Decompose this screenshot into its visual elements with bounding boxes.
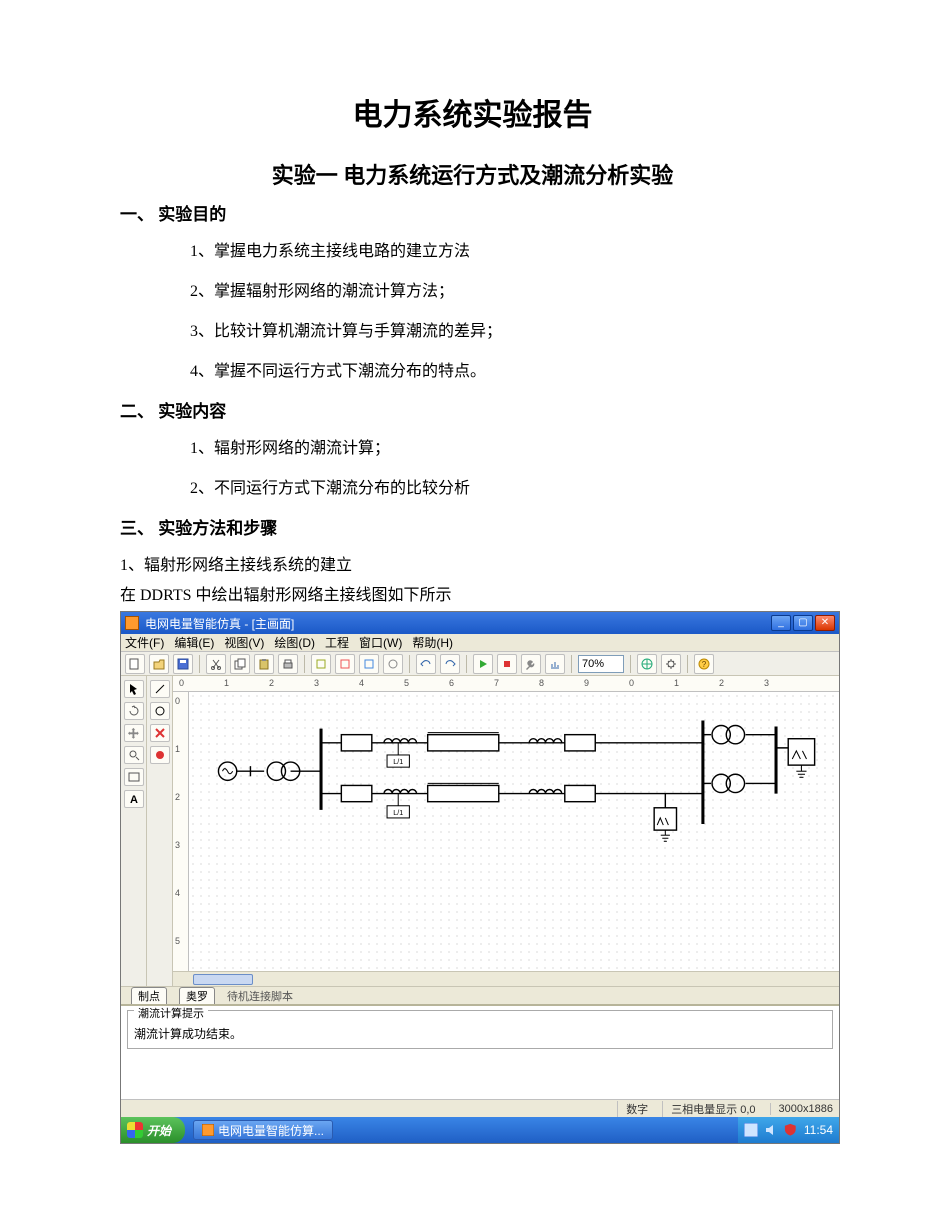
sec1-item-3: 3、比较计算机潮流计算与手算潮流的差异； xyxy=(190,317,825,341)
output-legend: 潮流计算提示 xyxy=(134,1008,208,1020)
menu-draw[interactable]: 绘图(D) xyxy=(274,634,315,651)
menu-file[interactable]: 文件(F) xyxy=(125,634,164,651)
tray-clock: 11:54 xyxy=(804,1123,833,1137)
tool-b4-icon[interactable] xyxy=(383,654,403,674)
circle-tool-icon[interactable] xyxy=(150,702,170,720)
section-2-head: 二、 实验内容 xyxy=(120,397,825,422)
window-titlebar[interactable]: 电网电量智能仿真 - [主画面] _ ▢ ✕ xyxy=(121,612,839,634)
canvas-shell: 01234567890123 012345 L/1 L/1 xyxy=(173,676,839,986)
menu-help[interactable]: 帮助(H) xyxy=(412,634,453,651)
stop-icon[interactable] xyxy=(497,654,517,674)
status-mode: 三相电量显示 0,0 xyxy=(662,1101,755,1117)
tab-1[interactable]: 制点 xyxy=(131,987,167,1004)
scrollbar-thumb[interactable] xyxy=(193,974,253,985)
open-icon[interactable] xyxy=(149,654,169,674)
tab-3[interactable]: 待机连接脚本 xyxy=(227,988,293,1004)
start-label: 开始 xyxy=(147,1122,171,1139)
ruler-vertical: 012345 xyxy=(173,692,189,971)
svg-text:A: A xyxy=(130,794,138,805)
menu-edit[interactable]: 编辑(E) xyxy=(174,634,214,651)
tray-net-icon[interactable] xyxy=(744,1123,758,1137)
task-label: 电网电量智能仿算... xyxy=(218,1122,324,1139)
sec1-item-2: 2、掌握辐射形网络的潮流计算方法； xyxy=(190,277,825,301)
undo-icon[interactable] xyxy=(416,654,436,674)
tool-b1-icon[interactable] xyxy=(311,654,331,674)
doc-subtitle: 实验一 电力系统运行方式及潮流分析实验 xyxy=(120,158,825,190)
sec2-item-2: 2、不同运行方式下潮流分布的比较分析 xyxy=(190,474,825,498)
zoom-combo[interactable]: 70% xyxy=(578,655,624,673)
left-tool-strip: A xyxy=(121,676,147,986)
copy-icon[interactable] xyxy=(230,654,250,674)
system-tray[interactable]: 11:54 xyxy=(738,1117,839,1143)
print-icon[interactable] xyxy=(278,654,298,674)
delete-icon[interactable] xyxy=(150,724,170,742)
status-numlock: 数字 xyxy=(617,1101,648,1117)
new-icon[interactable] xyxy=(125,654,145,674)
taskbar: 开始 电网电量智能仿算... 11:54 xyxy=(121,1117,839,1143)
bottom-tabs: 制点 奥罗 待机连接脚本 xyxy=(121,986,839,1004)
close-button[interactable]: ✕ xyxy=(815,615,835,631)
tool-b2-icon[interactable] xyxy=(335,654,355,674)
screenshot: 电网电量智能仿真 - [主画面] _ ▢ ✕ 文件(F) 编辑(E) 视图(V)… xyxy=(120,611,840,1144)
start-button[interactable]: 开始 xyxy=(121,1117,185,1143)
line-tool-icon[interactable] xyxy=(150,680,170,698)
ruler-horizontal: 01234567890123 xyxy=(173,676,839,692)
sec1-item-1: 1、掌握电力系统主接线电路的建立方法 xyxy=(190,237,825,261)
body-line-1: 1、辐射形网络主接线系统的建立 xyxy=(120,551,825,575)
pan-icon[interactable] xyxy=(124,724,144,742)
menu-bar: 文件(F) 编辑(E) 视图(V) 绘图(D) 工程 窗口(W) 帮助(H) xyxy=(121,634,839,652)
rect-tool-icon[interactable] xyxy=(124,768,144,786)
app-icon xyxy=(125,616,139,630)
task-app-icon xyxy=(202,1124,214,1136)
svg-text:?: ? xyxy=(702,660,707,669)
cut-icon[interactable] xyxy=(206,654,226,674)
taskbar-item-1[interactable]: 电网电量智能仿算... xyxy=(193,1120,333,1140)
rotate-icon[interactable] xyxy=(124,702,144,720)
status-size: 3000x1886 xyxy=(770,1103,833,1115)
globe-icon[interactable] xyxy=(637,654,657,674)
chart-icon[interactable] xyxy=(545,654,565,674)
body-line-2: 在 DDRTS 中绘出辐射形网络主接线图如下所示 xyxy=(120,581,825,605)
sec1-item-4: 4、掌握不同运行方式下潮流分布的特点。 xyxy=(190,357,825,381)
tray-vol-icon[interactable] xyxy=(764,1123,778,1137)
window-title: 电网电量智能仿真 - [主画面] xyxy=(145,615,771,632)
maximize-button[interactable]: ▢ xyxy=(793,615,813,631)
svg-text:L/1: L/1 xyxy=(393,809,403,817)
document-page: 电力系统实验报告 实验一 电力系统运行方式及潮流分析实验 一、 实验目的 1、掌… xyxy=(0,0,945,1204)
gear-icon[interactable] xyxy=(661,654,681,674)
minimize-button[interactable]: _ xyxy=(771,615,791,631)
menu-window[interactable]: 窗口(W) xyxy=(359,634,402,651)
menu-view[interactable]: 视图(V) xyxy=(224,634,264,651)
text-tool-icon[interactable]: A xyxy=(124,790,144,808)
run-icon[interactable] xyxy=(473,654,493,674)
svg-text:L/1: L/1 xyxy=(393,758,403,766)
horizontal-scrollbar[interactable] xyxy=(173,971,839,986)
output-message: 潮流计算成功结束。 xyxy=(134,1025,826,1042)
output-pane: 潮流计算提示 潮流计算成功结束。 xyxy=(121,1004,839,1099)
menu-proj[interactable]: 工程 xyxy=(325,634,349,651)
help-icon[interactable]: ? xyxy=(694,654,714,674)
save-icon[interactable] xyxy=(173,654,193,674)
section-1-head: 一、 实验目的 xyxy=(120,200,825,225)
doc-title: 电力系统实验报告 xyxy=(120,90,825,134)
paste-icon[interactable] xyxy=(254,654,274,674)
pointer-icon[interactable] xyxy=(124,680,144,698)
toolbar-1: 70% ? xyxy=(121,652,839,676)
record-icon[interactable] xyxy=(150,746,170,764)
section-3-head: 三、 实验方法和步骤 xyxy=(120,514,825,539)
windows-flag-icon xyxy=(127,1122,143,1138)
redo-icon[interactable] xyxy=(440,654,460,674)
wrench-icon[interactable] xyxy=(521,654,541,674)
left-tool-strip-2 xyxy=(147,676,173,986)
central-area: A 01234567890123 012345 L/1 L/1 xyxy=(121,676,839,986)
status-bar: 数字 三相电量显示 0,0 3000x1886 xyxy=(121,1099,839,1117)
single-line-diagram: L/1 L/1 xyxy=(189,692,839,971)
sec2-item-1: 1、辐射形网络的潮流计算； xyxy=(190,434,825,458)
tray-shield-icon[interactable] xyxy=(784,1123,798,1137)
drawing-canvas[interactable]: L/1 L/1 xyxy=(189,692,839,971)
zoom-icon[interactable] xyxy=(124,746,144,764)
tool-b3-icon[interactable] xyxy=(359,654,379,674)
tab-2[interactable]: 奥罗 xyxy=(179,987,215,1004)
